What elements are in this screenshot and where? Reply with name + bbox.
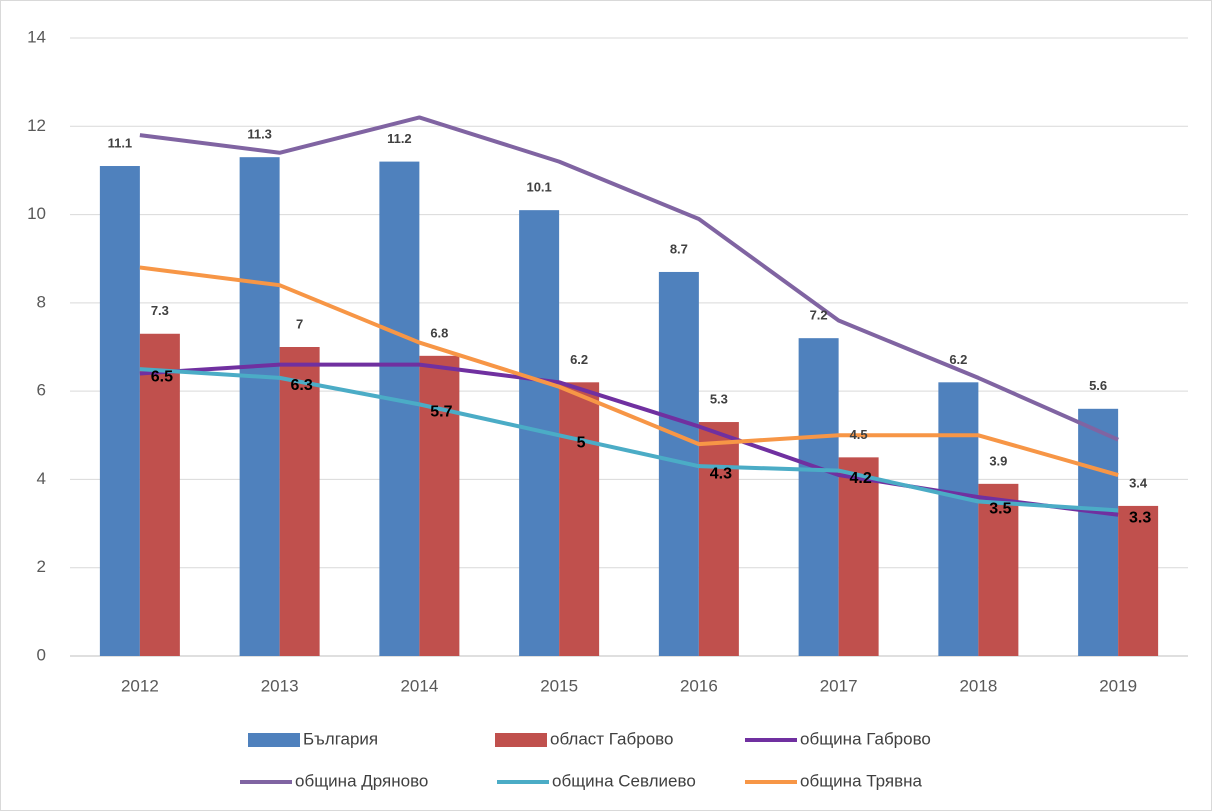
data-label: 4.2 xyxy=(850,470,872,487)
data-label: 3.3 xyxy=(1129,510,1151,527)
data-label: 7.2 xyxy=(810,308,828,323)
legend-label: община Севлиево xyxy=(552,771,696,790)
bar xyxy=(798,338,839,656)
data-label: 6.2 xyxy=(949,352,967,367)
y-tick-label: 2 xyxy=(37,557,46,576)
x-tick-label: 2014 xyxy=(400,676,438,695)
data-label: 7.3 xyxy=(151,303,169,318)
bar xyxy=(379,161,420,656)
y-tick-label: 4 xyxy=(37,469,46,488)
x-tick-label: 2017 xyxy=(820,676,858,695)
legend-label: община Дряново xyxy=(295,771,428,790)
legend-label: община Габрово xyxy=(800,729,931,748)
data-label: 3.4 xyxy=(1129,475,1148,490)
data-label: 8.7 xyxy=(670,241,688,256)
data-label: 4.5 xyxy=(850,427,868,442)
bar xyxy=(978,483,1019,656)
x-tick-label: 2019 xyxy=(1099,676,1137,695)
bar xyxy=(838,457,879,656)
data-label: 5.3 xyxy=(710,391,728,406)
y-tick-label: 14 xyxy=(27,27,46,46)
legend-label: област Габрово xyxy=(550,729,673,748)
x-tick-label: 2013 xyxy=(261,676,299,695)
line-series xyxy=(139,115,1119,442)
data-label: 10.1 xyxy=(526,180,551,195)
data-label: 5.6 xyxy=(1089,378,1107,393)
legend-swatch xyxy=(495,733,547,747)
legend-label: община Трявна xyxy=(800,771,923,790)
data-label: 11.2 xyxy=(387,131,412,146)
bar xyxy=(239,157,280,656)
bar xyxy=(99,166,140,656)
data-label: 3.9 xyxy=(989,453,1007,468)
data-label: 3.5 xyxy=(989,501,1011,518)
bar xyxy=(279,347,320,656)
y-tick-label: 10 xyxy=(27,204,46,223)
x-tick-label: 2018 xyxy=(959,676,997,695)
bar xyxy=(139,333,180,656)
data-label: 6.8 xyxy=(430,325,448,340)
y-tick-label: 0 xyxy=(37,645,46,664)
legend-label: България xyxy=(303,729,378,748)
y-tick-label: 6 xyxy=(37,381,46,400)
bar xyxy=(698,422,739,656)
data-label: 11.1 xyxy=(108,135,133,150)
bar xyxy=(419,355,460,656)
data-label: 5.7 xyxy=(430,404,452,421)
data-label: 6.3 xyxy=(291,377,313,394)
legend-swatch xyxy=(248,733,300,747)
bar xyxy=(559,382,600,656)
y-tick-label: 12 xyxy=(27,116,46,135)
x-tick-label: 2016 xyxy=(680,676,718,695)
y-tick-label: 8 xyxy=(37,292,46,311)
bar xyxy=(1118,505,1159,656)
x-tick-label: 2012 xyxy=(121,676,159,695)
data-label: 4.3 xyxy=(710,465,732,482)
data-label: 6.5 xyxy=(151,368,173,385)
data-label: 11.3 xyxy=(247,127,272,142)
bar xyxy=(938,382,979,656)
data-label: 5 xyxy=(577,435,586,452)
line-series xyxy=(139,265,1119,477)
line-series xyxy=(139,362,1119,517)
x-tick-label: 2015 xyxy=(540,676,578,695)
data-label: 7 xyxy=(296,316,303,331)
data-label: 6.2 xyxy=(570,352,588,367)
line-series xyxy=(139,367,1119,513)
bar xyxy=(1078,408,1119,656)
